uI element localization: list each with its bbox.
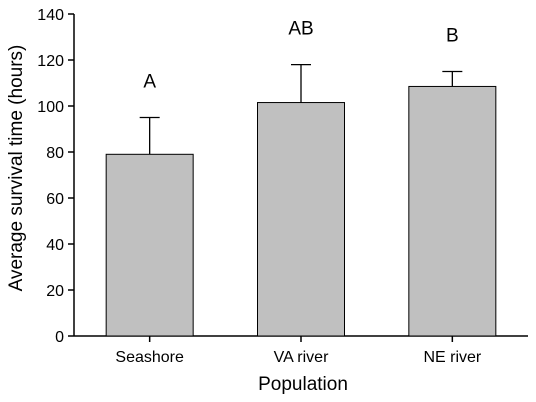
significance-labels: A AB B	[143, 19, 458, 93]
significance-label: B	[446, 26, 459, 47]
y-tick-label: 100	[37, 99, 64, 116]
significance-label: A	[143, 72, 156, 93]
bars	[105, 85, 497, 337]
y-tick-label: 0	[55, 329, 64, 346]
bar	[408, 85, 497, 337]
bar	[257, 102, 345, 337]
x-axis: Seashore VA river NE river	[74, 335, 528, 366]
y-tick-label: 120	[37, 53, 64, 70]
y-axis-label: Average survival time (hours)	[6, 45, 27, 292]
y-tick-label: 40	[46, 237, 64, 254]
x-tick-label: VA river	[274, 349, 330, 366]
x-axis-label: Population	[258, 374, 348, 395]
x-tick-label: NE river	[423, 349, 481, 366]
y-tick-label: 140	[37, 7, 64, 24]
y-tick-label: 80	[46, 145, 64, 162]
x-tick-label: Seashore	[115, 349, 184, 366]
error-bars	[139, 63, 463, 155]
y-axis: 0 20 40 60 80 100 120 140	[37, 7, 75, 346]
y-tick-label: 60	[46, 191, 64, 208]
y-tick-label: 20	[46, 283, 64, 300]
significance-label: AB	[288, 19, 313, 40]
bar	[105, 153, 194, 337]
